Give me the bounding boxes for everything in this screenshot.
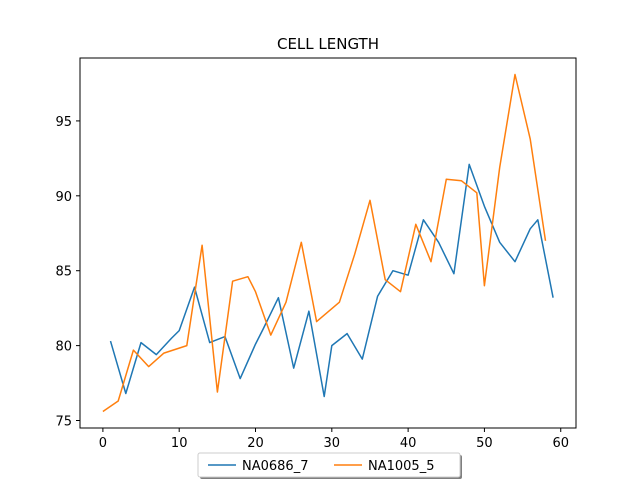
plot-frame xyxy=(79,57,577,429)
y-tick-label: 80 xyxy=(55,340,72,355)
series-layer xyxy=(102,73,554,413)
legend-box xyxy=(197,452,461,478)
y-tick-label: 90 xyxy=(55,190,72,205)
legend: NA0686_7 NA1005_5 xyxy=(197,452,462,479)
y-axis: 75 80 85 90 95 xyxy=(55,115,80,430)
series-line-0 xyxy=(109,163,554,398)
legend-label-0: NA0686_7 xyxy=(242,459,308,474)
chart-title: CELL LENGTH xyxy=(277,35,379,53)
x-tick-label: 30 xyxy=(324,436,341,451)
x-tick-label: 50 xyxy=(476,436,493,451)
y-tick-label: 85 xyxy=(55,265,72,280)
x-axis: 0 10 20 30 40 50 60 xyxy=(99,428,569,451)
x-tick-label: 10 xyxy=(171,436,188,451)
legend-label-1: NA1005_5 xyxy=(368,459,434,474)
x-tick-label: 60 xyxy=(552,436,569,451)
x-tick-label: 0 xyxy=(99,436,107,451)
series-line-1 xyxy=(102,73,547,413)
x-tick-label: 40 xyxy=(400,436,417,451)
y-tick-label: 75 xyxy=(55,415,72,430)
y-tick-label: 95 xyxy=(55,115,72,130)
x-tick-label: 20 xyxy=(247,436,264,451)
